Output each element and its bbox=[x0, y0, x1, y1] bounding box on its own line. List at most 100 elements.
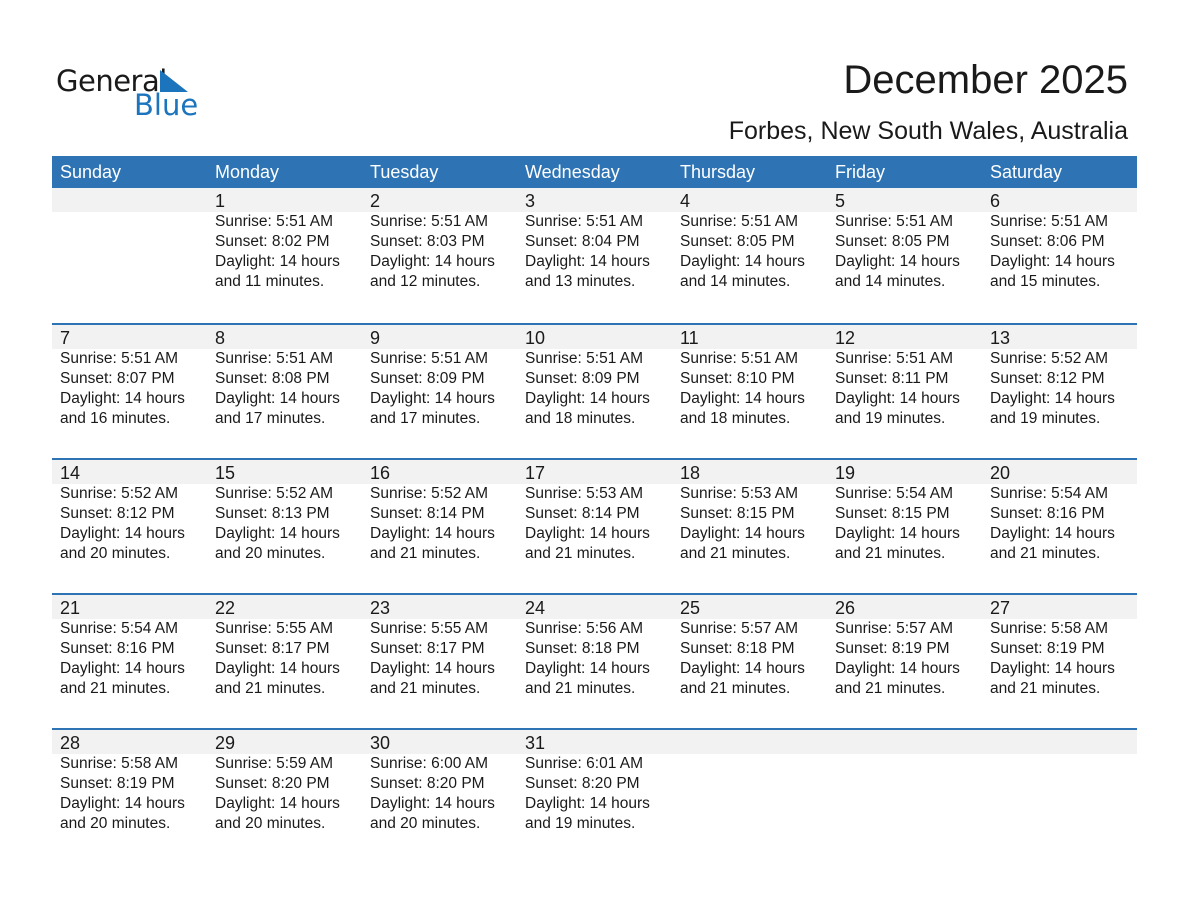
daylight-text: Daylight: 14 hours bbox=[835, 660, 960, 677]
day-number: 17 bbox=[525, 463, 546, 483]
sunrise-text: Sunrise: 5:56 AM bbox=[525, 620, 644, 637]
day-cell: 11 Sunrise: 5:51 AM Sunset: 8:10 PM Dayligh… bbox=[672, 325, 827, 458]
daylight-minutes-text: and 18 minutes. bbox=[525, 410, 636, 427]
generalblue-logo: General Blue bbox=[56, 64, 199, 122]
sunrise-text: Sunrise: 6:01 AM bbox=[525, 755, 644, 772]
sunset-text: Sunset: 8:09 PM bbox=[525, 370, 640, 387]
day-number: 23 bbox=[370, 598, 391, 618]
day-cell: 29 Sunrise: 5:59 AM Sunset: 8:20 PM Dayligh… bbox=[207, 730, 362, 863]
daylight-minutes-text: and 14 minutes. bbox=[680, 273, 791, 290]
sunrise-text: Sunrise: 6:00 AM bbox=[370, 755, 489, 772]
sunrise-text: Sunrise: 5:51 AM bbox=[525, 213, 644, 230]
daylight-text: Daylight: 14 hours bbox=[680, 525, 805, 542]
weeks: 1 Sunrise: 5:51 AM Sunset: 8:02 PM Daylight… bbox=[52, 188, 1137, 863]
sunrise-text: Sunrise: 5:51 AM bbox=[835, 350, 954, 367]
sunrise-text: Sunrise: 5:55 AM bbox=[215, 620, 334, 637]
sunset-text: Sunset: 8:02 PM bbox=[215, 233, 330, 250]
sunset-text: Sunset: 8:06 PM bbox=[990, 233, 1105, 250]
day-cell: 27 Sunrise: 5:58 AM Sunset: 8:19 PM Dayligh… bbox=[982, 595, 1137, 728]
daylight-text: Daylight: 14 hours bbox=[525, 660, 650, 677]
sunrise-text: Sunrise: 5:55 AM bbox=[370, 620, 489, 637]
daylight-minutes-text: and 20 minutes. bbox=[370, 815, 481, 832]
day-cell: 30 Sunrise: 6:00 AM Sunset: 8:20 PM Dayligh… bbox=[362, 730, 517, 863]
sunset-text: Sunset: 8:18 PM bbox=[525, 640, 640, 657]
sunrise-text: Sunrise: 5:52 AM bbox=[60, 485, 179, 502]
sunrise-text: Sunrise: 5:51 AM bbox=[215, 213, 334, 230]
week-row: 14 Sunrise: 5:52 AM Sunset: 8:12 PM Dayligh… bbox=[52, 458, 1137, 593]
day-number: 5 bbox=[835, 191, 846, 211]
empty-cell bbox=[52, 188, 207, 323]
sunrise-text: Sunrise: 5:51 AM bbox=[835, 213, 954, 230]
day-number: 11 bbox=[680, 328, 699, 348]
sunset-text: Sunset: 8:16 PM bbox=[990, 505, 1105, 522]
daylight-minutes-text: and 18 minutes. bbox=[680, 410, 791, 427]
day-cell: 6 Sunrise: 5:51 AM Sunset: 8:06 PM Daylight… bbox=[982, 188, 1137, 323]
day-cell: 14 Sunrise: 5:52 AM Sunset: 8:12 PM Dayligh… bbox=[52, 460, 207, 593]
daylight-text: Daylight: 14 hours bbox=[215, 795, 340, 812]
daylight-minutes-text: and 21 minutes. bbox=[680, 680, 791, 697]
day-number: 1 bbox=[215, 191, 226, 211]
day-cell: 28 Sunrise: 5:58 AM Sunset: 8:19 PM Dayligh… bbox=[52, 730, 207, 863]
day-number: 30 bbox=[370, 733, 391, 753]
day-cell: 7 Sunrise: 5:51 AM Sunset: 8:07 PM Daylight… bbox=[52, 325, 207, 458]
daylight-text: Daylight: 14 hours bbox=[370, 525, 495, 542]
daylight-text: Daylight: 14 hours bbox=[835, 253, 960, 270]
daylight-minutes-text: and 21 minutes. bbox=[60, 680, 171, 697]
daylight-minutes-text: and 17 minutes. bbox=[370, 410, 481, 427]
sunrise-text: Sunrise: 5:58 AM bbox=[990, 620, 1109, 637]
date-band bbox=[52, 460, 1137, 484]
sunset-text: Sunset: 8:16 PM bbox=[60, 640, 175, 657]
location-subtitle: Forbes, New South Wales, Australia bbox=[728, 117, 1128, 145]
day-cell: 23 Sunrise: 5:55 AM Sunset: 8:17 PM Dayligh… bbox=[362, 595, 517, 728]
daylight-text: Daylight: 14 hours bbox=[990, 390, 1115, 407]
week-row: 21 Sunrise: 5:54 AM Sunset: 8:16 PM Dayligh… bbox=[52, 593, 1137, 728]
day-cell: 1 Sunrise: 5:51 AM Sunset: 8:02 PM Daylight… bbox=[207, 188, 362, 323]
logo-text-general: General bbox=[56, 64, 167, 98]
sunset-text: Sunset: 8:09 PM bbox=[370, 370, 485, 387]
day-number: 13 bbox=[990, 328, 1011, 348]
day-cell: 17 Sunrise: 5:53 AM Sunset: 8:14 PM Dayligh… bbox=[517, 460, 672, 593]
daylight-minutes-text: and 15 minutes. bbox=[990, 273, 1101, 290]
sunrise-text: Sunrise: 5:51 AM bbox=[60, 350, 179, 367]
daylight-text: Daylight: 14 hours bbox=[60, 660, 185, 677]
day-cell: 22 Sunrise: 5:55 AM Sunset: 8:17 PM Dayligh… bbox=[207, 595, 362, 728]
daylight-minutes-text: and 20 minutes. bbox=[215, 545, 326, 562]
day-number: 15 bbox=[215, 463, 236, 483]
day-cell: 21 Sunrise: 5:54 AM Sunset: 8:16 PM Dayligh… bbox=[52, 595, 207, 728]
sunset-text: Sunset: 8:19 PM bbox=[990, 640, 1105, 657]
daylight-minutes-text: and 19 minutes. bbox=[525, 815, 636, 832]
sunrise-text: Sunrise: 5:57 AM bbox=[680, 620, 799, 637]
weekday-header: Sunday Monday Tuesday Wednesday Thursday Frid… bbox=[52, 156, 1137, 188]
day-cell: 24 Sunrise: 5:56 AM Sunset: 8:18 PM Dayligh… bbox=[517, 595, 672, 728]
sunrise-text: Sunrise: 5:53 AM bbox=[525, 485, 644, 502]
daylight-minutes-text: and 21 minutes. bbox=[215, 680, 326, 697]
weekday-tuesday: Tuesday bbox=[370, 162, 439, 182]
daylight-minutes-text: and 20 minutes. bbox=[60, 815, 171, 832]
day-number: 31 bbox=[525, 733, 546, 753]
day-number: 12 bbox=[835, 328, 856, 348]
sunrise-text: Sunrise: 5:59 AM bbox=[215, 755, 334, 772]
day-number: 18 bbox=[680, 463, 701, 483]
day-cell: 26 Sunrise: 5:57 AM Sunset: 8:19 PM Dayligh… bbox=[827, 595, 982, 728]
daylight-minutes-text: and 14 minutes. bbox=[835, 273, 946, 290]
sunrise-text: Sunrise: 5:51 AM bbox=[215, 350, 334, 367]
day-cell: 15 Sunrise: 5:52 AM Sunset: 8:13 PM Dayligh… bbox=[207, 460, 362, 593]
date-band bbox=[52, 325, 1137, 349]
daylight-minutes-text: and 16 minutes. bbox=[60, 410, 171, 427]
daylight-text: Daylight: 14 hours bbox=[990, 660, 1115, 677]
sunset-text: Sunset: 8:20 PM bbox=[370, 775, 485, 792]
daylight-minutes-text: and 21 minutes. bbox=[990, 680, 1101, 697]
day-number: 8 bbox=[215, 328, 226, 348]
day-number: 14 bbox=[60, 463, 81, 483]
day-cell: 3 Sunrise: 5:51 AM Sunset: 8:04 PM Daylight… bbox=[517, 188, 672, 323]
daylight-minutes-text: and 12 minutes. bbox=[370, 273, 481, 290]
sunrise-text: Sunrise: 5:58 AM bbox=[60, 755, 179, 772]
daylight-minutes-text: and 21 minutes. bbox=[525, 545, 636, 562]
logo-text-blue: Blue bbox=[134, 88, 199, 122]
sunset-text: Sunset: 8:12 PM bbox=[990, 370, 1105, 387]
day-number: 7 bbox=[60, 328, 71, 348]
daylight-minutes-text: and 20 minutes. bbox=[60, 545, 171, 562]
sunset-text: Sunset: 8:18 PM bbox=[680, 640, 795, 657]
sunset-text: Sunset: 8:20 PM bbox=[525, 775, 640, 792]
